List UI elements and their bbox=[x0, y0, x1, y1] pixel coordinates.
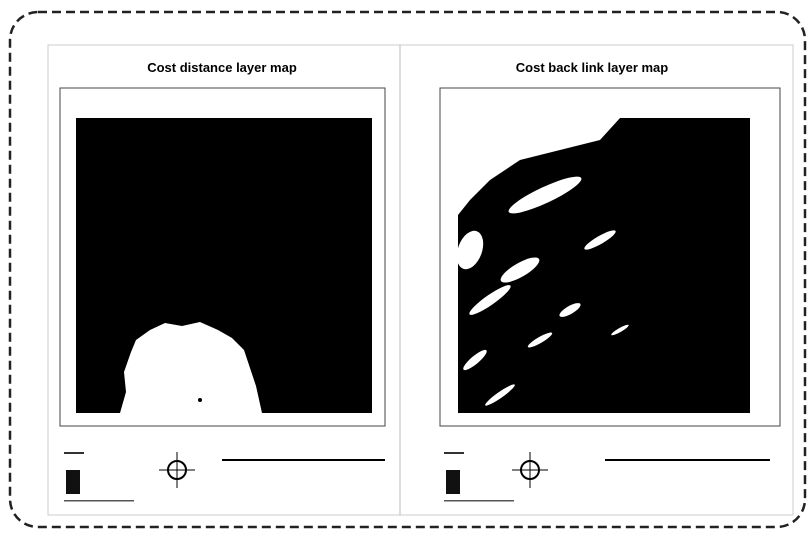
legend-rule bbox=[444, 500, 514, 502]
legend-swatch bbox=[446, 470, 460, 494]
legend-heading bbox=[64, 452, 84, 454]
panel-title: Cost distance layer map bbox=[147, 60, 297, 75]
legend-rule bbox=[64, 500, 134, 502]
figure: Cost distance layer map Cost back link l… bbox=[0, 0, 811, 536]
legend-swatch bbox=[66, 470, 80, 494]
panel-title: Cost back link layer map bbox=[516, 60, 669, 75]
map-dot bbox=[198, 398, 202, 402]
legend-heading bbox=[444, 452, 464, 454]
